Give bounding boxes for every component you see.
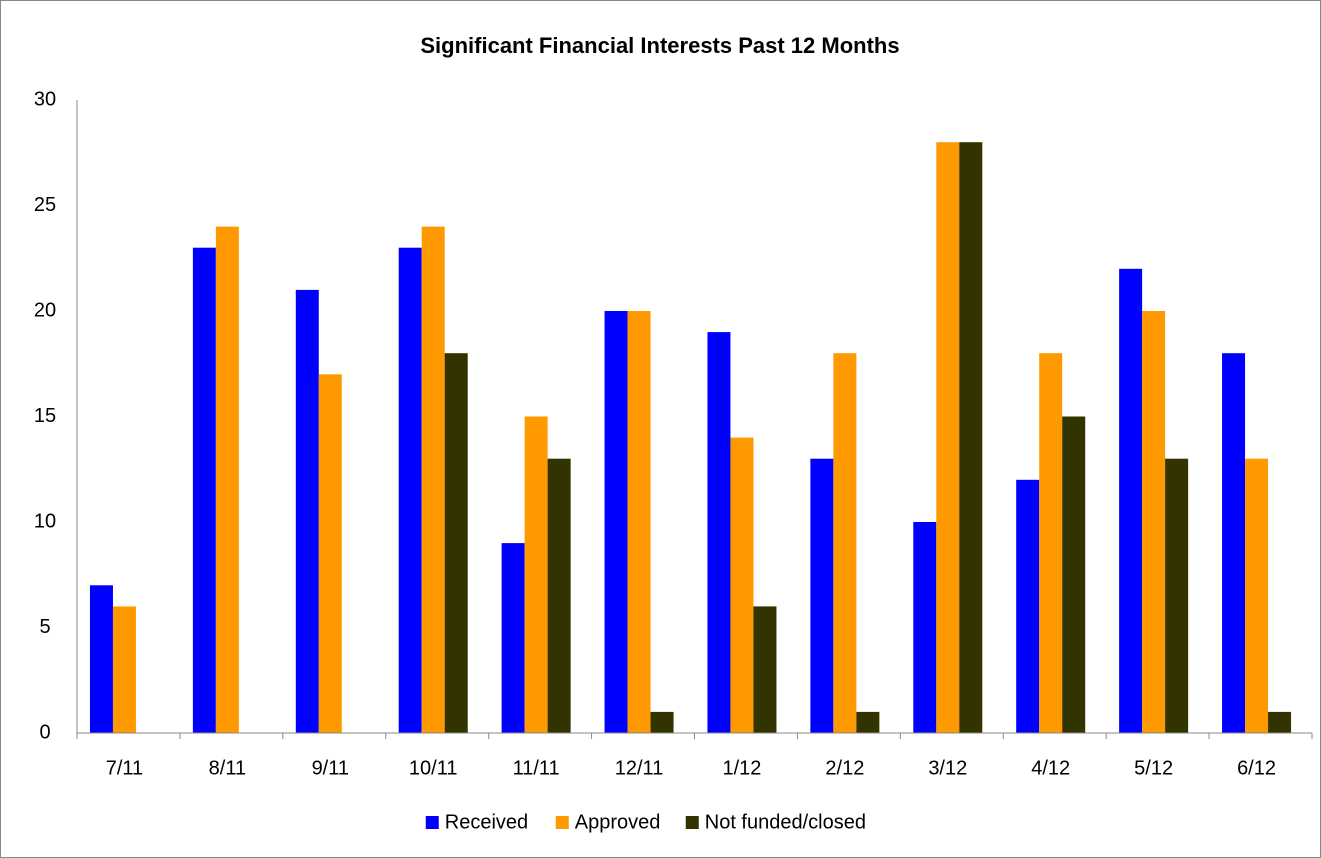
x-tick-label: 3/12	[928, 757, 967, 779]
bar	[1119, 268, 1143, 733]
bar	[192, 247, 216, 733]
x-tick-label: 6/12	[1237, 757, 1276, 779]
bar	[547, 458, 571, 733]
bar	[398, 247, 422, 733]
bar	[959, 142, 983, 733]
bar	[1039, 353, 1063, 733]
bar	[1222, 353, 1246, 733]
x-tick-label: 10/11	[409, 757, 458, 779]
bar	[112, 606, 136, 733]
x-tick-label: 9/11	[312, 757, 349, 779]
x-tick-label: 8/11	[209, 757, 246, 779]
legend-label: Received	[445, 811, 528, 833]
bar	[215, 226, 239, 733]
bar	[421, 226, 445, 733]
x-tick-label: 11/11	[513, 757, 560, 779]
x-tick-label: 5/12	[1134, 757, 1173, 779]
bar	[627, 311, 651, 733]
bar	[856, 711, 880, 733]
bar	[730, 437, 754, 733]
y-tick-label: 25	[34, 194, 56, 216]
chart-title: Significant Financial Interests Past 12 …	[420, 33, 899, 58]
bar	[650, 711, 674, 733]
bar	[524, 416, 548, 733]
x-tick-label: 12/11	[615, 757, 664, 779]
bar	[295, 289, 319, 733]
bar	[89, 585, 113, 733]
bar	[501, 543, 525, 733]
x-tick-label: 2/12	[825, 757, 864, 779]
legend-swatch	[425, 816, 439, 829]
y-tick-label: 20	[34, 299, 56, 321]
y-tick-label: 5	[39, 616, 50, 638]
legend-swatch	[685, 816, 699, 829]
y-tick-label: 15	[34, 405, 56, 427]
bar	[753, 606, 777, 733]
x-tick-label: 7/11	[106, 757, 143, 779]
bar	[707, 332, 731, 733]
bar	[913, 522, 937, 733]
bar	[833, 353, 857, 733]
bar	[318, 374, 342, 733]
bar	[1268, 711, 1292, 733]
bar	[444, 353, 468, 733]
bar	[1245, 458, 1269, 733]
legend-label: Not funded/closed	[705, 811, 866, 833]
bar	[604, 311, 628, 733]
x-tick-label: 1/12	[722, 757, 761, 779]
y-tick-label: 0	[39, 721, 50, 743]
y-tick-label: 10	[34, 510, 56, 532]
bar	[1016, 479, 1040, 733]
bar	[1142, 311, 1166, 733]
legend-label: Approved	[575, 811, 661, 833]
x-tick-label: 4/12	[1031, 757, 1070, 779]
bar	[1165, 458, 1189, 733]
bar	[1062, 416, 1086, 733]
y-tick-label: 30	[34, 88, 56, 110]
bar	[810, 458, 834, 733]
legend-swatch	[555, 816, 569, 829]
bar	[936, 142, 960, 733]
